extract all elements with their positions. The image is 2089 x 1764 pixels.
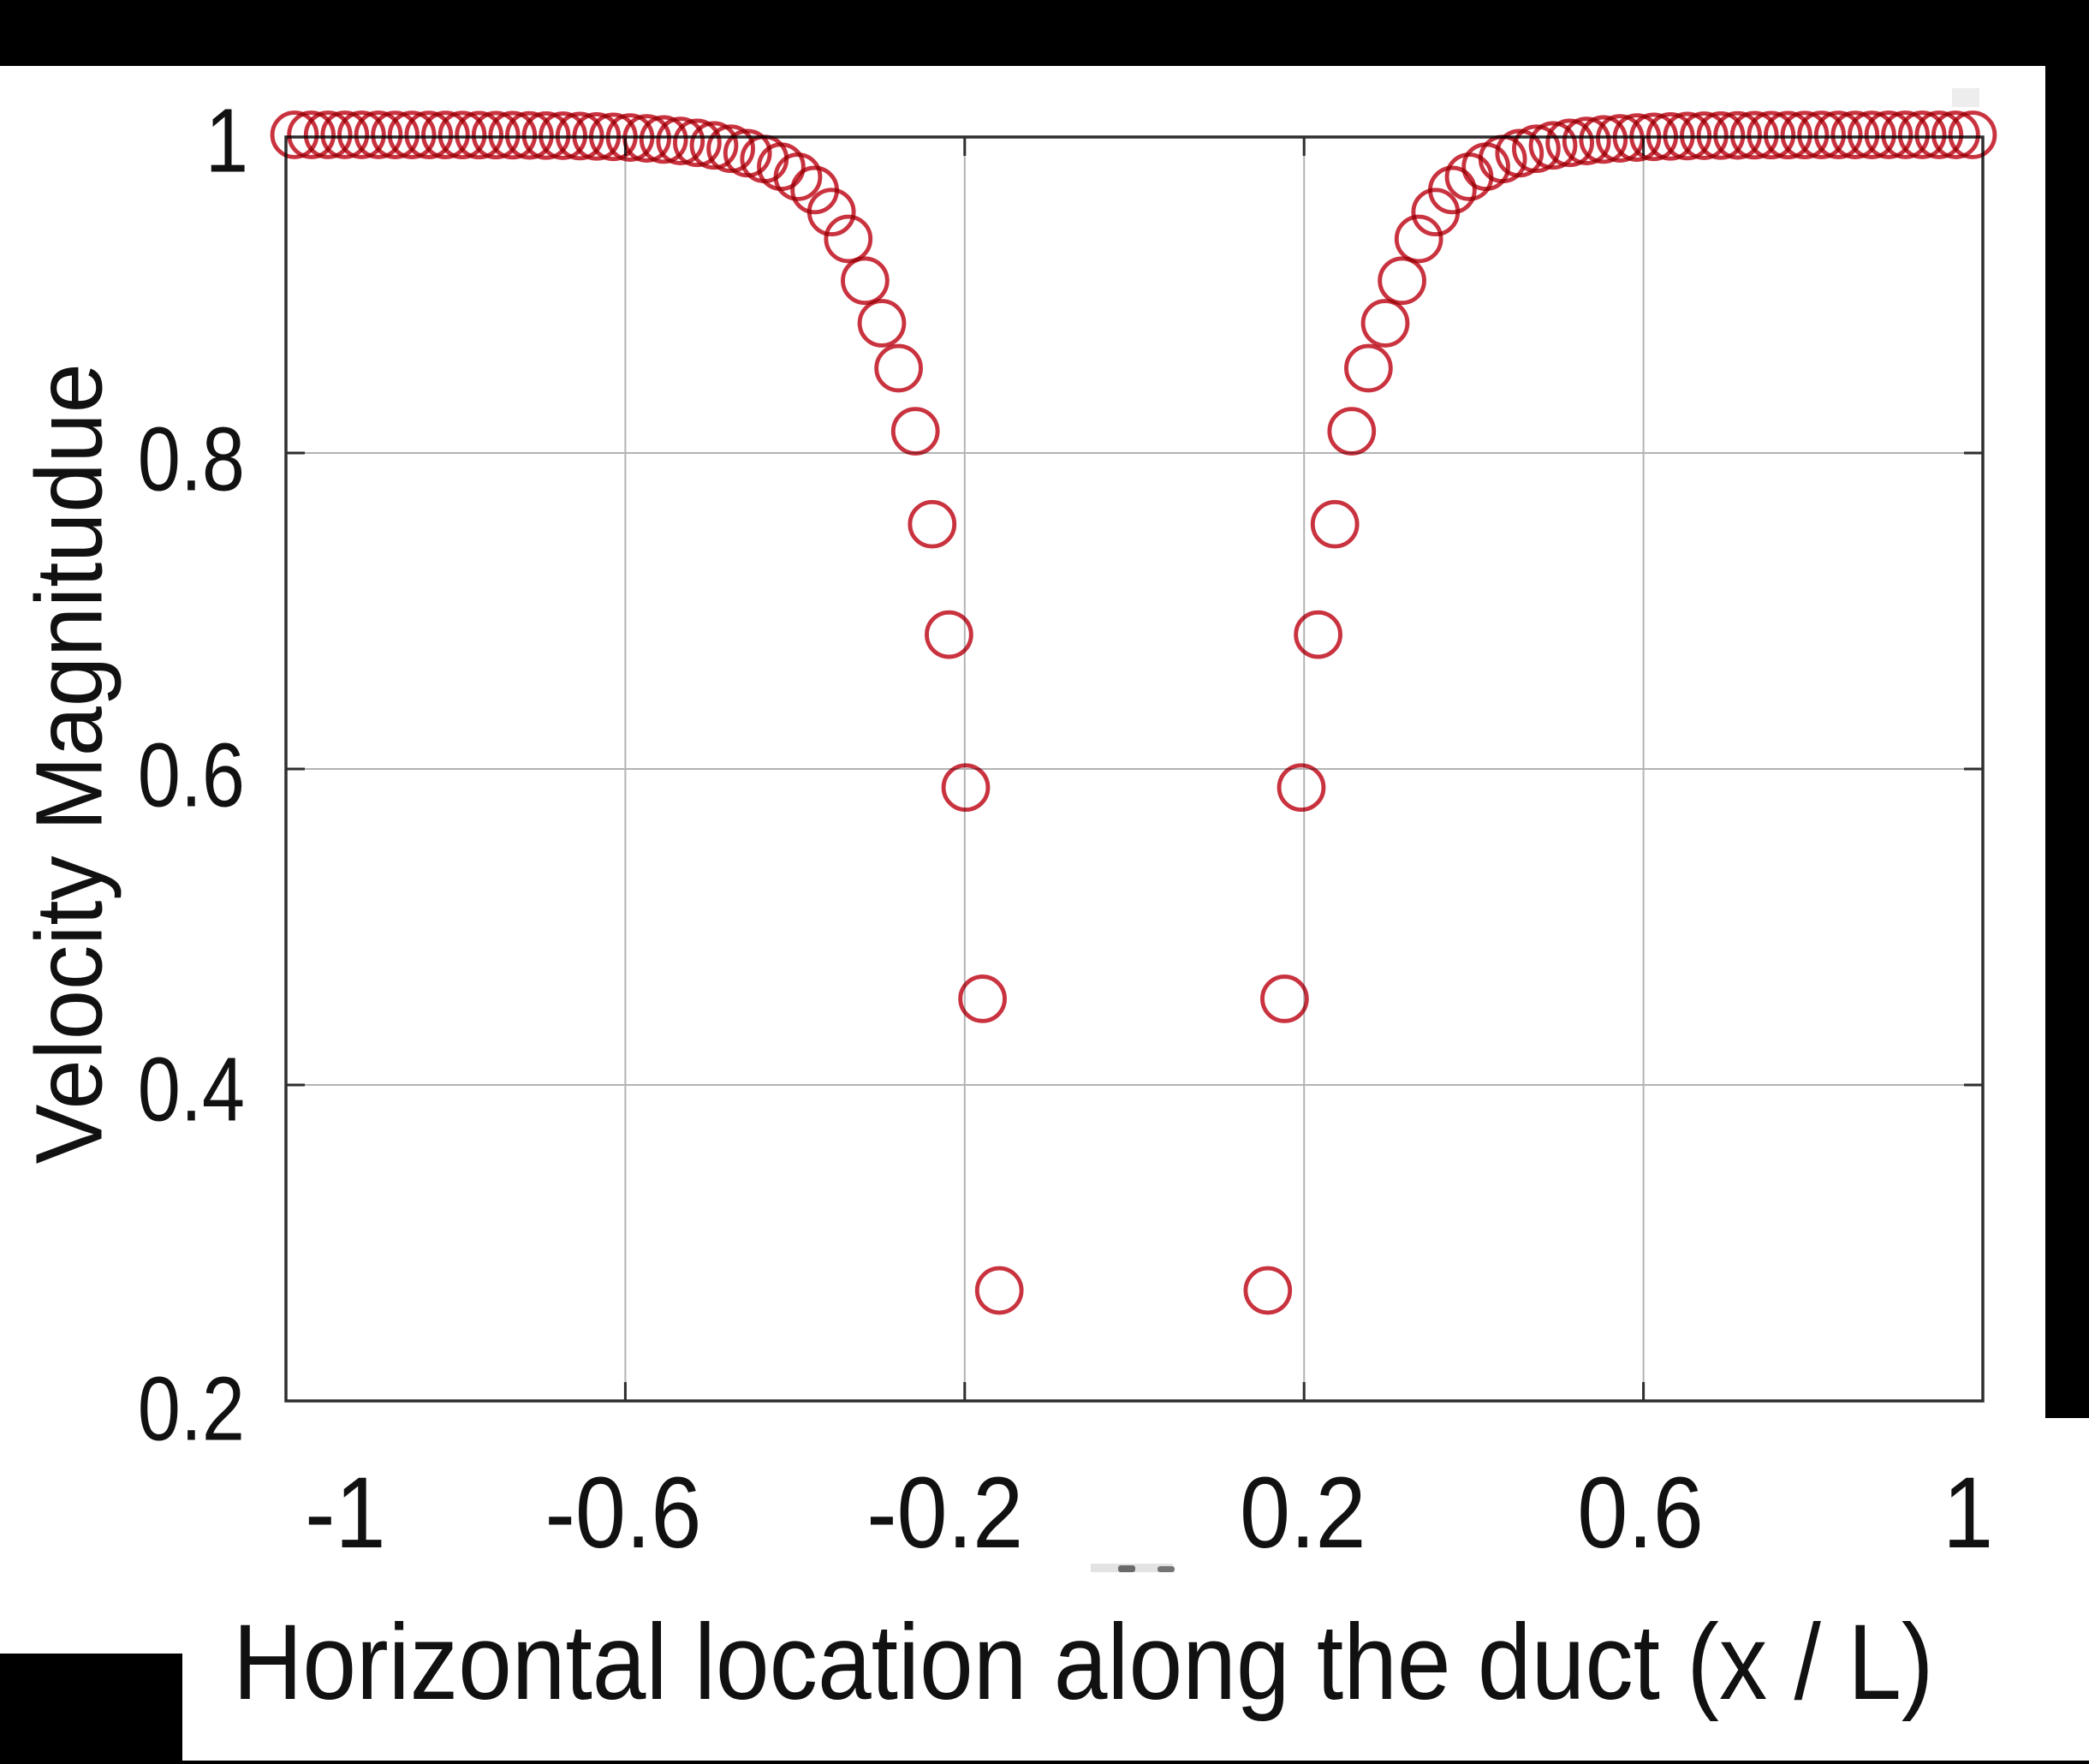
svg-text:-0.2: -0.2 [866, 1456, 1023, 1569]
svg-text:0.4: 0.4 [138, 1039, 245, 1141]
svg-text:1: 1 [205, 90, 248, 192]
svg-text:0.2: 0.2 [138, 1358, 245, 1460]
svg-text:0.2: 0.2 [1240, 1456, 1366, 1569]
svg-text:Velocity Magnitudue: Velocity Magnitudue [16, 363, 122, 1164]
svg-text:0.6: 0.6 [1577, 1456, 1704, 1569]
svg-text:-1: -1 [305, 1456, 385, 1569]
svg-text:1: 1 [1943, 1456, 1993, 1569]
svg-text:0.8: 0.8 [138, 408, 245, 510]
svg-text:Horizontal location along the: Horizontal location along the duct (x / … [233, 1603, 1933, 1723]
svg-text:-0.6: -0.6 [545, 1456, 701, 1569]
svg-text:0.6: 0.6 [138, 724, 245, 826]
